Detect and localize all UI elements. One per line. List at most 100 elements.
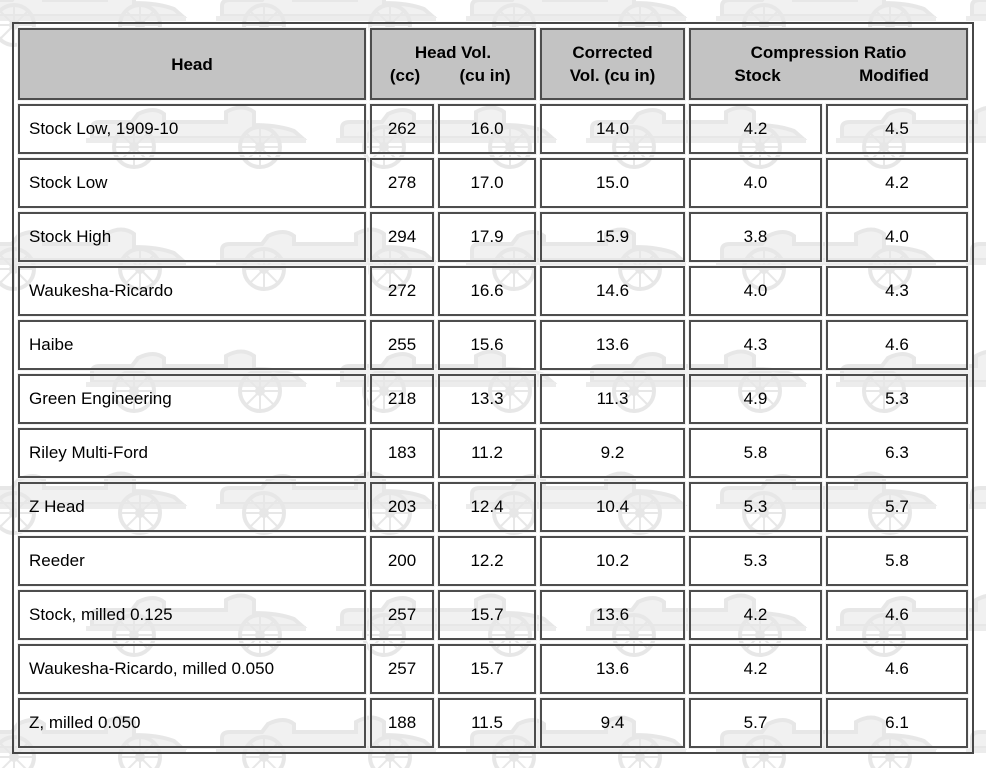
table-row: Stock High 294 17.9 15.9 3.8 4.0 (18, 212, 968, 262)
head-vol-cc-cell: 255 (370, 320, 434, 370)
head-name-cell: Z Head (18, 482, 366, 532)
head-vol-cu-in-cell: 12.2 (438, 536, 536, 586)
corrected-vol-cell: 14.0 (540, 104, 685, 154)
head-name-cell: Stock Low, 1909-10 (18, 104, 366, 154)
head-name-cell: Reeder (18, 536, 366, 586)
head-vol-cc-cell: 272 (370, 266, 434, 316)
corrected-vol-cell: 11.3 (540, 374, 685, 424)
compression-modified-cell: 6.1 (826, 698, 968, 748)
head-name-cell: Waukesha-Ricardo, milled 0.050 (18, 644, 366, 694)
compression-stock-cell: 4.0 (689, 266, 822, 316)
compression-modified-cell: 4.6 (826, 320, 968, 370)
head-vol-cu-in-cell: 13.3 (438, 374, 536, 424)
compression-stock-cell: 4.0 (689, 158, 822, 208)
corrected-vol-cell: 13.6 (540, 644, 685, 694)
table-row: Reeder 200 12.2 10.2 5.3 5.8 (18, 536, 968, 586)
subheader-cc: (cc) (389, 66, 421, 85)
compression-modified-cell: 5.7 (826, 482, 968, 532)
compression-stock-cell: 4.3 (689, 320, 822, 370)
corrected-vol-cell: 13.6 (540, 320, 685, 370)
compression-modified-cell: 6.3 (826, 428, 968, 478)
head-vol-title: Head Vol. (414, 43, 492, 62)
compression-stock-cell: 5.3 (689, 536, 822, 586)
table-row: Stock Low, 1909-10 262 16.0 14.0 4.2 4.5 (18, 104, 968, 154)
head-vol-cc-cell: 188 (370, 698, 434, 748)
table-row: Stock, milled 0.125 257 15.7 13.6 4.2 4.6 (18, 590, 968, 640)
head-vol-cc-cell: 262 (370, 104, 434, 154)
head-name-cell: Green Engineering (18, 374, 366, 424)
head-vol-cc-cell: 203 (370, 482, 434, 532)
head-vol-cu-in-cell: 15.7 (438, 644, 536, 694)
compression-stock-cell: 5.3 (689, 482, 822, 532)
head-vol-cu-in-cell: 17.0 (438, 158, 536, 208)
table-row: Waukesha-Ricardo, milled 0.050 257 15.7 13.… (18, 644, 968, 694)
table-body: Stock Low, 1909-10 262 16.0 14.0 4.2 4.5 Stock… (18, 104, 968, 748)
head-vol-cc-cell: 294 (370, 212, 434, 262)
head-vol-cc-cell: 278 (370, 158, 434, 208)
compression-stock-cell: 5.7 (689, 698, 822, 748)
col-header-compression-ratio: Compression Ratio Stock Modified (689, 28, 968, 100)
head-name-cell: Waukesha-Ricardo (18, 266, 366, 316)
corrected-vol-cell: 15.0 (540, 158, 685, 208)
head-vol-cu-in-cell: 12.4 (438, 482, 536, 532)
corrected-vol-line2: Vol. (cu in) (569, 66, 656, 85)
head-name-cell: Haibe (18, 320, 366, 370)
head-vol-cu-in-cell: 15.6 (438, 320, 536, 370)
col-header-head-label: Head (171, 54, 213, 74)
compression-stock-cell: 3.8 (689, 212, 822, 262)
head-name-cell: Stock Low (18, 158, 366, 208)
compression-stock-cell: 4.2 (689, 104, 822, 154)
head-name-cell: Z, milled 0.050 (18, 698, 366, 748)
col-header-head-vol: Head Vol. (cc) (cu in) (370, 28, 536, 100)
table-row: Haibe 255 15.6 13.6 4.3 4.6 (18, 320, 968, 370)
corrected-vol-cell: 9.2 (540, 428, 685, 478)
compression-modified-cell: 5.8 (826, 536, 968, 586)
compression-modified-cell: 4.6 (826, 590, 968, 640)
head-vol-cc-cell: 257 (370, 644, 434, 694)
corrected-vol-cell: 10.4 (540, 482, 685, 532)
compression-stock-cell: 4.9 (689, 374, 822, 424)
table-row: Z Head 203 12.4 10.4 5.3 5.7 (18, 482, 968, 532)
head-vol-cu-in-cell: 15.7 (438, 590, 536, 640)
head-vol-cu-in-cell: 17.9 (438, 212, 536, 262)
compression-modified-cell: 4.5 (826, 104, 968, 154)
head-vol-cc-cell: 183 (370, 428, 434, 478)
head-vol-cu-in-cell: 11.5 (438, 698, 536, 748)
subheader-stock: Stock (734, 66, 781, 85)
head-name-cell: Stock High (18, 212, 366, 262)
corrected-vol-line1: Corrected (572, 43, 653, 62)
table-row: Waukesha-Ricardo 272 16.6 14.6 4.0 4.3 (18, 266, 968, 316)
head-vol-cc-cell: 257 (370, 590, 434, 640)
compression-stock-cell: 4.2 (689, 590, 822, 640)
head-vol-cc-cell: 218 (370, 374, 434, 424)
table-row: Stock Low 278 17.0 15.0 4.0 4.2 (18, 158, 968, 208)
col-header-corrected-vol: Corrected Vol. (cu in) (540, 28, 685, 100)
corrected-vol-cell: 15.9 (540, 212, 685, 262)
compression-modified-cell: 5.3 (826, 374, 968, 424)
table-row: Green Engineering 218 13.3 11.3 4.9 5.3 (18, 374, 968, 424)
head-name-cell: Riley Multi-Ford (18, 428, 366, 478)
subheader-cu-in: (cu in) (459, 66, 511, 85)
compression-stock-cell: 4.2 (689, 644, 822, 694)
corrected-vol-cell: 13.6 (540, 590, 685, 640)
head-vol-cu-in-cell: 16.0 (438, 104, 536, 154)
compression-modified-cell: 4.0 (826, 212, 968, 262)
compression-modified-cell: 4.6 (826, 644, 968, 694)
compression-modified-cell: 4.3 (826, 266, 968, 316)
table-row: Z, milled 0.050 188 11.5 9.4 5.7 6.1 (18, 698, 968, 748)
cylinder-head-comparison-table: Head Head Vol. (cc) (cu in) Corrected Vo… (12, 22, 974, 754)
corrected-vol-cell: 9.4 (540, 698, 685, 748)
subheader-modified: Modified (859, 66, 929, 85)
corrected-vol-cell: 14.6 (540, 266, 685, 316)
head-vol-cu-in-cell: 11.2 (438, 428, 536, 478)
head-vol-cc-cell: 200 (370, 536, 434, 586)
table-row: Riley Multi-Ford 183 11.2 9.2 5.8 6.3 (18, 428, 968, 478)
head-vol-cu-in-cell: 16.6 (438, 266, 536, 316)
compression-stock-cell: 5.8 (689, 428, 822, 478)
compression-modified-cell: 4.2 (826, 158, 968, 208)
col-header-head: Head (18, 28, 366, 100)
header-row: Head Head Vol. (cc) (cu in) Corrected Vo… (18, 28, 968, 100)
compression-ratio-title: Compression Ratio (750, 43, 907, 62)
corrected-vol-cell: 10.2 (540, 536, 685, 586)
head-name-cell: Stock, milled 0.125 (18, 590, 366, 640)
